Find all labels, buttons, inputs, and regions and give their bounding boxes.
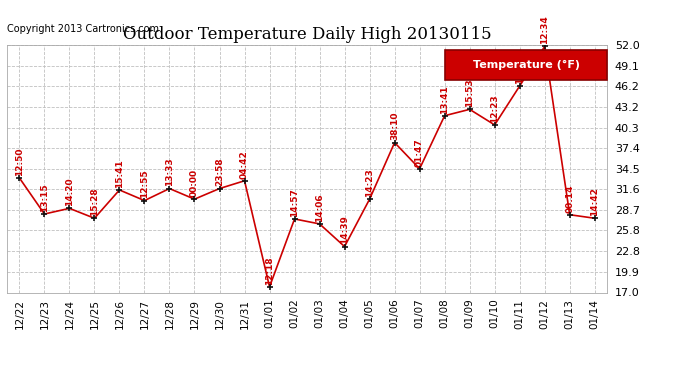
- Text: 13:41: 13:41: [440, 85, 449, 114]
- Text: 12:23: 12:23: [490, 94, 499, 123]
- Text: 14:20: 14:20: [65, 178, 74, 206]
- Text: 13:37: 13:37: [515, 55, 524, 84]
- Text: 12:18: 12:18: [265, 256, 274, 285]
- Text: 15:41: 15:41: [115, 159, 124, 188]
- Text: 00:14: 00:14: [565, 184, 574, 213]
- Text: 00:00: 00:00: [190, 169, 199, 197]
- Text: Copyright 2013 Cartronics.com: Copyright 2013 Cartronics.com: [7, 24, 159, 34]
- Text: 14:06: 14:06: [315, 193, 324, 222]
- Text: 04:42: 04:42: [240, 150, 249, 178]
- Text: 14:57: 14:57: [290, 188, 299, 217]
- Text: 14:42: 14:42: [590, 187, 599, 216]
- Text: 13:33: 13:33: [165, 158, 174, 186]
- Text: 12:50: 12:50: [15, 147, 24, 176]
- Text: Temperature (°F): Temperature (°F): [473, 60, 580, 70]
- FancyBboxPatch shape: [445, 50, 607, 80]
- Text: 15:28: 15:28: [90, 188, 99, 216]
- Text: 12:55: 12:55: [140, 170, 149, 198]
- Text: 38:10: 38:10: [390, 112, 399, 141]
- Title: Outdoor Temperature Daily High 20130115: Outdoor Temperature Daily High 20130115: [123, 27, 491, 44]
- Text: 14:39: 14:39: [340, 216, 349, 244]
- Text: 15:53: 15:53: [465, 79, 474, 107]
- Text: 12:34: 12:34: [540, 15, 549, 44]
- Text: 01:47: 01:47: [415, 138, 424, 166]
- Text: 14:23: 14:23: [365, 168, 374, 197]
- Text: 13:15: 13:15: [40, 183, 49, 212]
- Text: 23:58: 23:58: [215, 158, 224, 186]
